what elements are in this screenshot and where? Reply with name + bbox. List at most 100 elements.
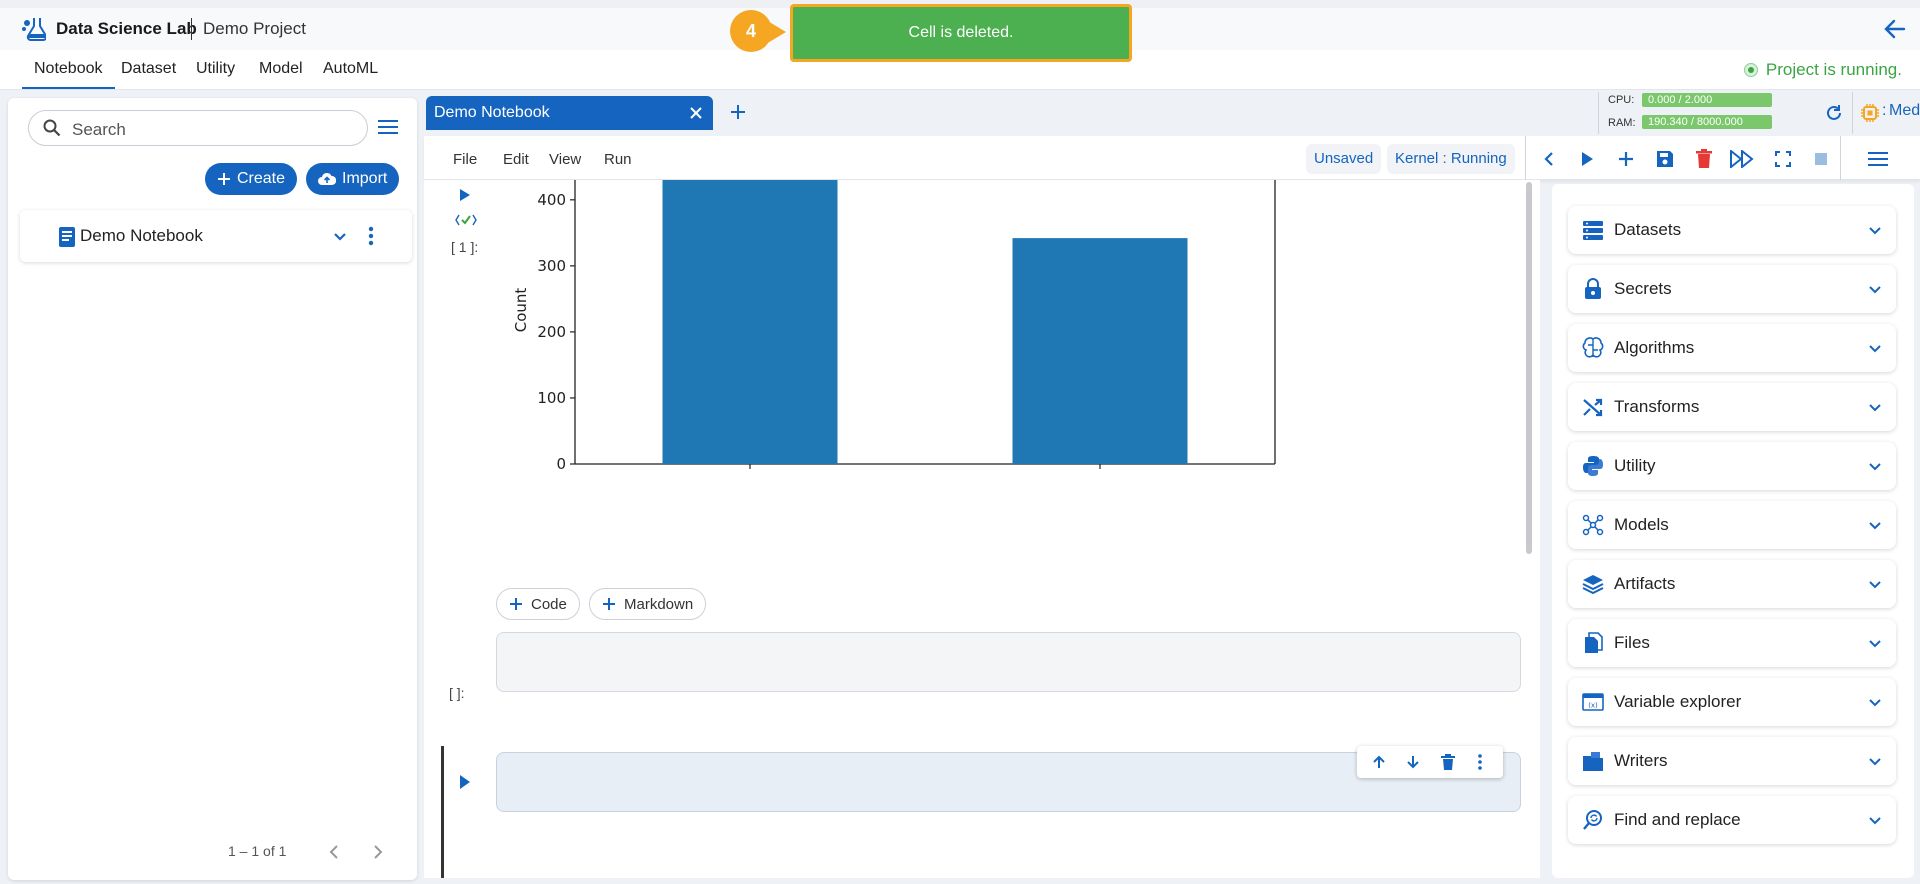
refresh-icon[interactable] [1824,103,1844,123]
section-label: Files [1614,633,1650,652]
plus-icon [603,598,615,610]
section-label: Secrets [1614,279,1672,298]
editor-scrollbar[interactable] [1526,182,1532,554]
search-icon [43,119,61,137]
section-label: Models [1614,515,1669,534]
close-tab-icon[interactable] [688,105,704,121]
section-datasets[interactable]: Datasets [1568,206,1896,254]
notebook-item-name: Demo Notebook [80,226,203,245]
compute-size-prefix: : [1882,102,1887,119]
add-cell-icon[interactable] [1617,150,1635,168]
section-models[interactable]: Models [1568,501,1896,549]
chart-y-tick-label: 200 [537,323,566,341]
cell-2-prompt: [ ]: [449,685,465,701]
chevron-down-icon [1869,699,1881,707]
menu-dataset[interactable]: Dataset [121,60,177,77]
code-cell-3[interactable] [496,752,1521,812]
project-status: Project is running. [1743,60,1902,80]
import-button[interactable]: Import [306,163,400,195]
menu-edit[interactable]: Edit [503,151,529,168]
search-input[interactable]: Search [28,110,368,146]
chart-bar [662,180,838,464]
chart-bar [1012,238,1188,464]
code-cell-2[interactable] [496,632,1521,692]
run-cell-3-icon[interactable] [459,775,471,789]
find-replace-icon [1583,810,1602,830]
toolbar-divider [1525,136,1526,180]
section-utility[interactable]: Utility [1568,442,1896,490]
run-all-icon[interactable] [1730,150,1754,168]
menu-view[interactable]: View [549,151,582,168]
section-label: Variable explorer [1614,692,1742,711]
notebook-icon [59,227,75,247]
add-markdown-cell-button[interactable]: Markdown [589,588,707,620]
section-label: Utility [1614,456,1656,475]
notebook-list-panel: Search Create Import Demo Notebook 1 – 1… [8,98,417,880]
fullscreen-icon[interactable] [1775,151,1791,167]
section-writers[interactable]: Writers [1568,737,1896,785]
create-button[interactable]: Create [205,163,298,195]
chevron-down-icon [1869,758,1881,766]
artifacts-icon [1582,575,1604,595]
add-tab-icon[interactable] [730,104,746,120]
previous-page-icon[interactable] [328,844,340,860]
notebook-list-item[interactable]: Demo Notebook [20,210,412,262]
delete-cell-icon[interactable] [1441,754,1455,770]
run-cell-icon[interactable] [1580,151,1594,167]
stop-kernel-icon[interactable] [1814,152,1828,166]
move-down-icon[interactable] [1406,755,1420,769]
cell-1-prompt: [ 1 ]: [451,239,479,255]
data-science-lab-logo-icon [22,18,46,41]
section-files[interactable]: Files [1568,619,1896,667]
chart-y-axis-label: Count [512,288,530,333]
section-label: Algorithms [1614,338,1695,357]
cell-more-icon[interactable] [1477,754,1483,770]
resource-sidebar: Datasets Secrets Algorithms Transforms U… [1552,184,1914,878]
chevron-down-icon [1869,286,1881,294]
add-code-label: Code [531,595,567,613]
writers-icon [1583,752,1603,771]
section-find-and-replace[interactable]: Find and replace [1568,796,1896,844]
secrets-icon [1585,278,1601,299]
menu-automl[interactable]: AutoML [323,60,379,77]
chevron-down-icon [1869,640,1881,648]
menu-utility[interactable]: Utility [196,60,236,77]
models-icon [1582,514,1604,536]
menu-file[interactable]: File [453,151,478,168]
section-transforms[interactable]: Transforms [1568,383,1896,431]
section-label: Transforms [1614,397,1700,416]
back-arrow-icon[interactable] [1882,16,1908,42]
section-variable-explorer[interactable]: (x) Variable explorer [1568,678,1896,726]
chevron-down-icon[interactable] [333,230,347,244]
chevron-left-icon[interactable] [1542,151,1556,167]
toolbar-divider-2 [1840,136,1841,180]
delete-icon[interactable] [1696,149,1712,168]
step-badge: 4 [730,10,772,52]
plus-icon [510,598,522,610]
section-secrets[interactable]: Secrets [1568,265,1896,313]
save-state-chip: Unsaved [1306,144,1382,174]
chevron-down-icon [1869,227,1881,235]
run-cell-1-icon[interactable] [459,189,471,201]
move-up-icon[interactable] [1372,755,1386,769]
more-vertical-icon[interactable] [368,226,374,246]
add-code-cell-button[interactable]: Code [496,588,580,620]
variable-explorer-icon: (x) [1582,693,1604,711]
section-artifacts[interactable]: Artifacts [1568,560,1896,608]
save-icon[interactable] [1656,150,1674,168]
panel-menu-icon[interactable] [1868,152,1888,166]
menu-model[interactable]: Model [259,60,303,77]
cloud-upload-icon [318,172,336,185]
tab-demo-notebook[interactable]: Demo Notebook [426,96,713,130]
menu-notebook[interactable]: Notebook [22,60,115,89]
chart-y-tick-label: 100 [537,389,566,407]
kernel-status-chip: Kernel : Running [1387,144,1515,174]
add-markdown-label: Markdown [624,595,694,613]
compute-size[interactable]: Medium [1889,102,1920,119]
menu-run[interactable]: Run [604,151,632,168]
list-menu-icon[interactable] [378,119,398,135]
next-page-icon[interactable] [372,844,384,860]
chevron-down-icon [1869,522,1881,530]
section-algorithms[interactable]: Algorithms [1568,324,1896,372]
plus-icon [218,173,230,185]
